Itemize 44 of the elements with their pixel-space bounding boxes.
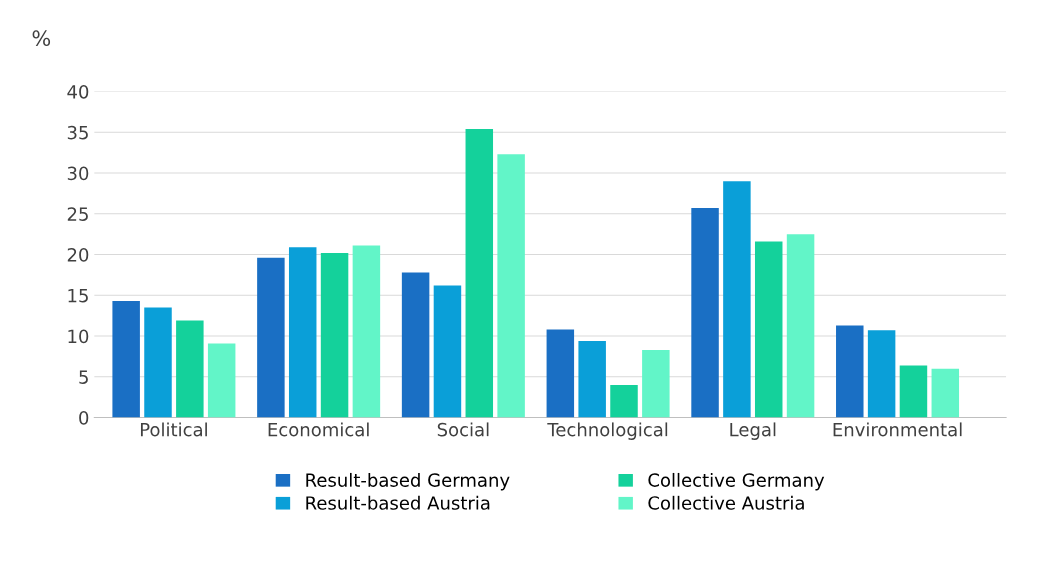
bar <box>867 330 896 418</box>
y-tick-label: 30 <box>67 166 89 181</box>
bar <box>931 368 960 418</box>
y-axis-title: % <box>32 30 51 47</box>
x-tick-label: Legal <box>730 422 776 440</box>
bar <box>320 252 349 418</box>
bar <box>207 343 236 418</box>
bar <box>112 301 140 418</box>
bar <box>642 349 670 418</box>
bar <box>176 320 204 418</box>
legend-label: Collective Austria <box>648 495 804 510</box>
y-tick-label: 35 <box>67 125 88 140</box>
bar <box>578 340 606 418</box>
y-tick-label: 40 <box>67 84 89 99</box>
x-tick-label: Social <box>437 422 489 437</box>
bar <box>497 154 525 418</box>
bar <box>754 241 783 418</box>
bar <box>433 285 462 418</box>
y-tick-label: 25 <box>67 207 88 221</box>
bar <box>836 325 864 418</box>
bar <box>691 208 719 418</box>
bar <box>288 247 317 418</box>
bar <box>401 272 430 418</box>
legend-label: Collective Germany <box>648 472 825 491</box>
bar <box>257 257 285 418</box>
bar <box>723 181 751 418</box>
y-tick-label: 0 <box>79 411 89 425</box>
bar <box>786 234 815 418</box>
legend-label: Result-based Germany <box>306 472 510 491</box>
y-tick-label: 20 <box>67 248 89 262</box>
bar <box>465 129 494 418</box>
y-tick-label: 15 <box>68 288 88 303</box>
x-tick-label: Political <box>140 422 207 437</box>
legend-label: Result-based Austria <box>306 495 490 510</box>
bar <box>144 307 172 418</box>
y-tick-label: 5 <box>79 370 88 384</box>
bar <box>352 245 381 418</box>
x-tick-label: Technological <box>547 422 668 440</box>
bar <box>546 329 575 418</box>
bar <box>899 365 928 418</box>
y-tick-label: 10 <box>68 329 89 344</box>
bar <box>610 384 638 418</box>
x-tick-label: Economical <box>268 422 369 437</box>
x-tick-label: Environmental <box>833 422 962 437</box>
